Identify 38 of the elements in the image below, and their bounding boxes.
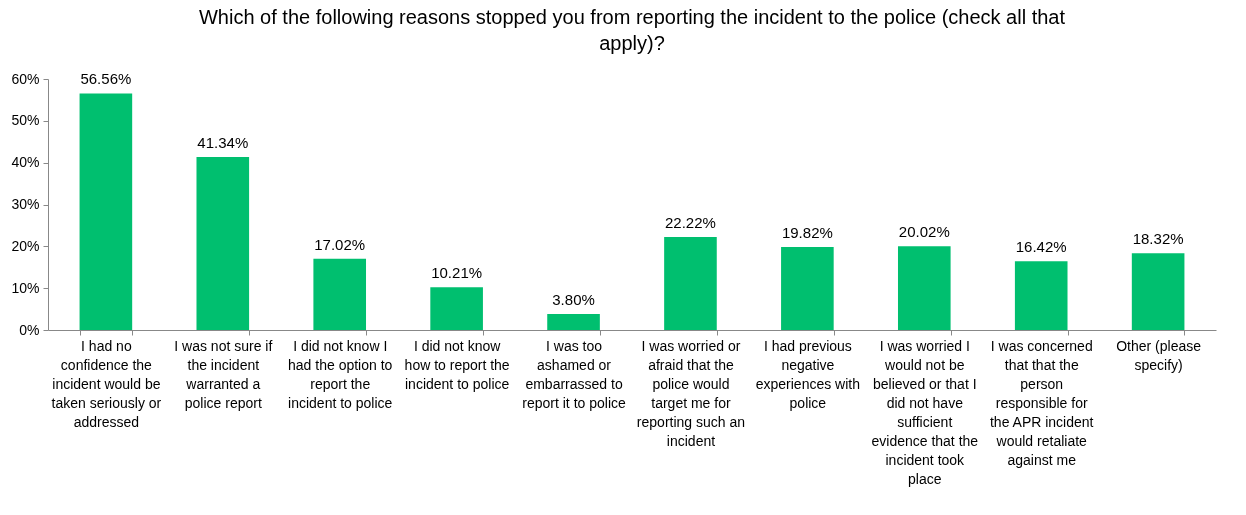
y-tick-label: 50% xyxy=(11,112,40,129)
data-label: 17.02% xyxy=(314,235,366,253)
data-label: 19.82% xyxy=(781,224,833,242)
x-tick-label: Other (please specify) xyxy=(1116,337,1202,373)
bar xyxy=(547,314,600,330)
y-tick-label: 0% xyxy=(19,321,40,338)
y-tick-label: 60% xyxy=(11,70,40,87)
bar xyxy=(781,247,834,330)
bar xyxy=(664,237,717,330)
bar xyxy=(196,157,250,330)
y-tick-label: 20% xyxy=(11,237,40,254)
data-label: 3.80% xyxy=(552,291,595,309)
x-tick-label: I did not know how to report the incident to police xyxy=(404,337,510,392)
bar xyxy=(79,93,133,330)
data-label: 18.32% xyxy=(1132,230,1184,248)
data-label: 16.42% xyxy=(1015,238,1067,256)
x-tick-label: I had no confidence the incident would be taken seriously or addressed xyxy=(51,337,162,430)
bar xyxy=(1014,261,1068,330)
x-tick-label: I did not know I had the option to report the incident to police xyxy=(288,337,393,411)
data-label: 20.02% xyxy=(898,223,950,241)
x-tick-label: I had previous negative experiences with police xyxy=(755,337,861,411)
bar xyxy=(1131,253,1185,330)
bar xyxy=(313,258,367,330)
chart-title: Which of the following reasons stopped you from reporting the incident to the police (check all that apply)? xyxy=(198,6,1066,54)
bar xyxy=(430,287,483,330)
bar xyxy=(897,246,951,330)
x-tick-label: I was worried or afraid that the police would target me for reporting such an incident xyxy=(636,337,746,449)
x-tick-label: I was concerned that that the person responsible for the APR incident would retaliate against me xyxy=(989,337,1094,468)
data-label: 56.56% xyxy=(80,70,132,88)
data-label: 41.34% xyxy=(197,134,249,152)
data-label: 10.21% xyxy=(431,264,483,282)
y-tick-label: 30% xyxy=(11,196,40,212)
x-tick-label: I was not sure if the incident warranted a police report xyxy=(174,337,273,411)
data-label: 22.22% xyxy=(665,214,716,232)
y-tick-label: 40% xyxy=(11,154,40,171)
x-tick-label: I was worried I would not be believed or that I did not have sufficient evidence that the incident took place xyxy=(871,337,979,487)
x-tick-label: I was too ashamed or embarrassed to report it to police xyxy=(522,337,626,411)
y-tick-label: 10% xyxy=(11,279,40,296)
